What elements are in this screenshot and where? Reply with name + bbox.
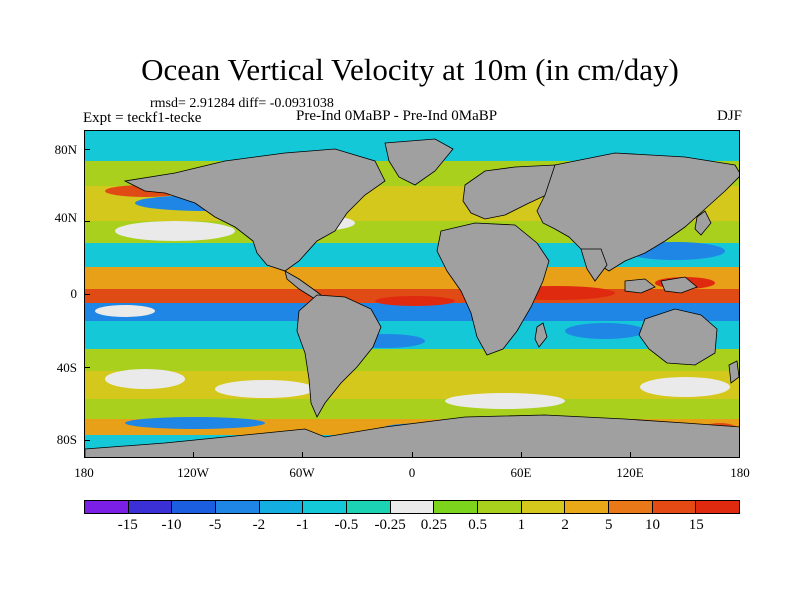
y-axis-tick (84, 221, 90, 222)
colorbar-label: -0.5 (334, 517, 359, 533)
colorbar-label: 5 (605, 517, 613, 533)
colorbar-swatch (652, 501, 697, 513)
colorbar-swatch (390, 501, 435, 513)
land-new-zealand (728, 360, 739, 384)
y-axis-tick (84, 294, 90, 295)
colorbar-label: -1 (296, 517, 309, 533)
x-axis-tick (412, 452, 413, 458)
colorbar-label: -5 (208, 517, 222, 533)
land-indonesia-2 (660, 276, 698, 294)
chart-title: Ocean Vertical Velocity at 10m (in cm/da… (141, 52, 679, 87)
colorbar-label: -0.25 (374, 517, 406, 533)
ocean-patch (565, 323, 645, 339)
colorbar-swatch (521, 501, 566, 513)
y-axis-label: 0 (70, 286, 78, 301)
land-asia (536, 152, 739, 272)
comparison-label: Pre-Ind 0MaBP - Pre-Ind 0MaBP (296, 108, 498, 124)
y-axis-tick (84, 149, 90, 150)
x-axis-label: 180 (730, 465, 750, 480)
colorbar-swatch (85, 501, 129, 513)
stats-line: rmsd= 2.91284 diff= -0.0931038 (150, 96, 334, 111)
x-axis-tick (302, 452, 303, 458)
colorbar-swatch (128, 501, 173, 513)
land-australia (638, 308, 718, 366)
colorbar-labels: -15 -10 -5 -2 -1 -0.5 -0.25 0.25 0.5 1 2 5 10 15 (84, 516, 740, 536)
ocean-band (85, 371, 739, 399)
y-axis-tick (84, 367, 90, 368)
x-axis-label: 180 (74, 465, 94, 480)
land-madagascar (534, 322, 548, 348)
y-axis-label: 80S (56, 432, 77, 447)
x-axis-tick (630, 452, 631, 458)
colorbar-swatch (216, 501, 260, 513)
ocean-patch (640, 377, 730, 397)
colorbar-label: -2 (252, 517, 266, 533)
ocean-patch (95, 305, 155, 317)
colorbar-swatch (478, 501, 522, 513)
ocean-band (85, 349, 739, 371)
land-europe (462, 164, 556, 220)
ocean-patch (105, 369, 185, 389)
colorbar-label: 1 (517, 517, 526, 533)
ocean-patch (215, 380, 315, 398)
ocean-patch (115, 221, 235, 241)
colorbar-label: 10 (645, 517, 661, 533)
land-indonesia-1 (624, 278, 656, 294)
x-axis-tick (193, 452, 194, 458)
y-axis-label: 80N (54, 142, 77, 157)
ocean-band (85, 267, 739, 289)
land-greenland (384, 138, 454, 186)
colorbar (84, 500, 740, 514)
colorbar-label: 15 (688, 517, 704, 533)
land-india (580, 248, 608, 282)
colorbar-swatch (347, 501, 391, 513)
colorbar-swatch (303, 501, 348, 513)
land-masses (85, 138, 739, 457)
ocean-patch (445, 393, 565, 409)
colorbar-label: -10 (161, 517, 182, 533)
land-antarctica (85, 414, 739, 457)
land-africa (436, 222, 550, 356)
colorbar-swatch (565, 501, 610, 513)
season-label: DJF (716, 108, 742, 124)
y-axis-label: 40N (54, 210, 77, 225)
colorbar-label: 0.25 (420, 517, 447, 533)
experiment-label: Expt = teckf1-tecke (83, 110, 202, 126)
colorbar-label: 0.5 (468, 517, 487, 533)
x-axis-label: 120E (616, 465, 644, 480)
land-japan (694, 210, 712, 236)
colorbar-swatch (696, 501, 740, 513)
ocean-band (85, 399, 739, 419)
world-map (84, 130, 740, 458)
land-south-america (296, 294, 382, 418)
x-axis-label: 0 (408, 465, 416, 480)
x-axis-label: 120W (177, 465, 209, 480)
colorbar-label: -15 (117, 517, 138, 533)
ocean-patch (125, 417, 265, 429)
colorbar-label: 2 (561, 517, 569, 533)
colorbar-swatch (172, 501, 217, 513)
x-axis-label: 60W (289, 465, 315, 480)
ocean-patch (375, 296, 455, 306)
x-axis-label: 60E (510, 465, 532, 480)
colorbar-swatch (609, 501, 653, 513)
colorbar-swatch (259, 501, 304, 513)
y-axis-tick (84, 440, 90, 441)
land-north-america (123, 148, 386, 272)
y-axis-label: 40S (56, 360, 77, 375)
x-axis-tick (521, 452, 522, 458)
ocean-band (85, 303, 739, 321)
colorbar-swatch (434, 501, 479, 513)
